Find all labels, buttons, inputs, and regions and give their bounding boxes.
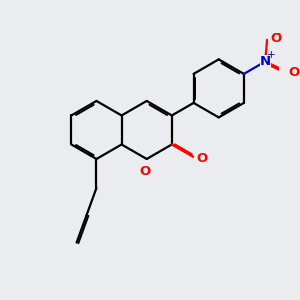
Text: +: +: [267, 50, 276, 61]
Text: N: N: [260, 55, 271, 68]
Text: O: O: [140, 165, 151, 178]
Text: O: O: [270, 32, 282, 45]
Text: O: O: [288, 66, 299, 79]
Text: O: O: [196, 152, 208, 165]
Text: −: −: [273, 29, 282, 39]
